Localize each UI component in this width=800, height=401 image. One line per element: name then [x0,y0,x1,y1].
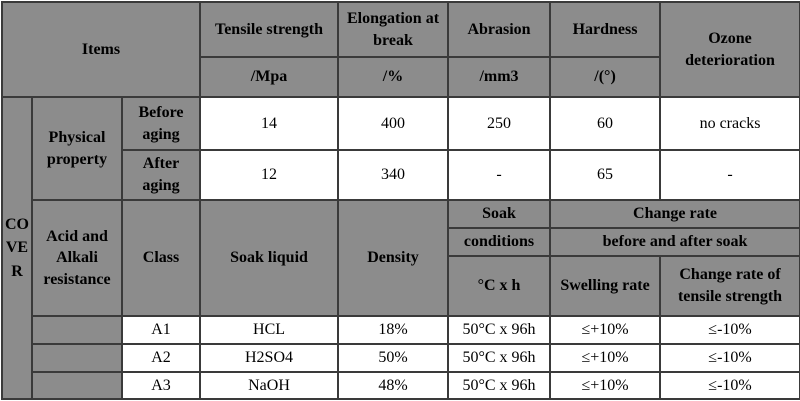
column-header: Abrasion [447,1,552,58]
cell: 50% [337,343,450,373]
column-header: Ozone deterioration [659,1,800,98]
column-unit: /Mpa [199,56,340,98]
resistance-header-row: Acid and Alkali resistance Class Soak li… [2,199,800,317]
column-header: Change rate of tensile strength [659,255,800,317]
cell: A1 [120,315,202,345]
column-header: Change rate [549,199,800,229]
cell: ≤+10% [549,343,662,373]
column-header: Soak liquid [199,199,340,317]
items-header: Items [0,1,202,98]
cell: A3 [120,371,202,400]
resistance-header-row: conditions before and after soak [2,227,800,257]
cell: no cracks [659,96,800,151]
blank-cell [31,315,123,345]
column-header: Swelling rate [549,255,662,317]
cell: A2 [120,343,202,373]
cell: 14 [199,96,340,151]
blank-cell [31,371,123,400]
cell: ≤+10% [549,315,662,345]
resistance-row: A1 HCL 18% 50°C x 96h ≤+10% ≤-10% [2,315,800,345]
column-unit: /% [337,56,450,98]
resistance-row: A2 H2SO4 50% 50°C x 96h ≤+10% ≤-10% [2,343,800,373]
cell: 48% [337,371,450,400]
column-header: Density [337,199,450,317]
physical-row: COVER Physical property Before aging 14 … [1,96,800,400]
cell: ≤-10% [659,343,800,373]
cell: ≤+10% [549,371,662,400]
column-header: Elongation at break [337,1,450,58]
cell: 340 [337,149,450,201]
cell: HCL [199,315,340,345]
section-label: Acid and Alkali resistance [31,199,123,317]
resistance-row: A3 NaOH 48% 50°C x 96h ≤+10% ≤-10% [2,371,800,400]
unit-row: /Mpa /% /mm3 /(°) [2,56,800,98]
column-header: conditions [447,227,552,257]
column-header: before and after soak [549,227,800,257]
cell: 400 [337,96,450,151]
cell: H2SO4 [199,343,340,373]
physical-row: After aging 12 340 - 65 - [2,149,800,201]
cell: NaOH [199,371,340,400]
cell: 12 [199,149,340,201]
cell: ≤-10% [659,371,800,400]
section-label: Physical property [31,96,123,201]
cell: - [659,149,800,201]
column-unit: /(°) [549,56,662,98]
cell: 18% [337,315,450,345]
cell: 50°C x 96h [447,371,552,400]
cell: 250 [447,96,552,151]
cell: ≤-10% [659,315,800,345]
cell: 50°C x 96h [447,343,552,373]
row-label: After aging [120,149,202,201]
column-header: Class [120,199,202,317]
column-header: °C x h [447,255,552,317]
resistance-header-row: °C x h Swelling rate Change rate of tens… [2,255,800,317]
column-header: Hardness [549,1,662,58]
cell: - [447,149,552,201]
cell: 60 [549,96,662,151]
cell: 50°C x 96h [447,315,552,345]
cover-label: COVER [1,96,33,400]
blank-cell [31,343,123,373]
column-unit: /mm3 [447,56,552,98]
column-header: Tensile strength [199,1,340,58]
header-row: Items Tensile strength Elongation at bre… [0,1,800,98]
row-label: Before aging [120,96,202,151]
column-header: Soak [447,199,552,229]
cell: 65 [549,149,662,201]
